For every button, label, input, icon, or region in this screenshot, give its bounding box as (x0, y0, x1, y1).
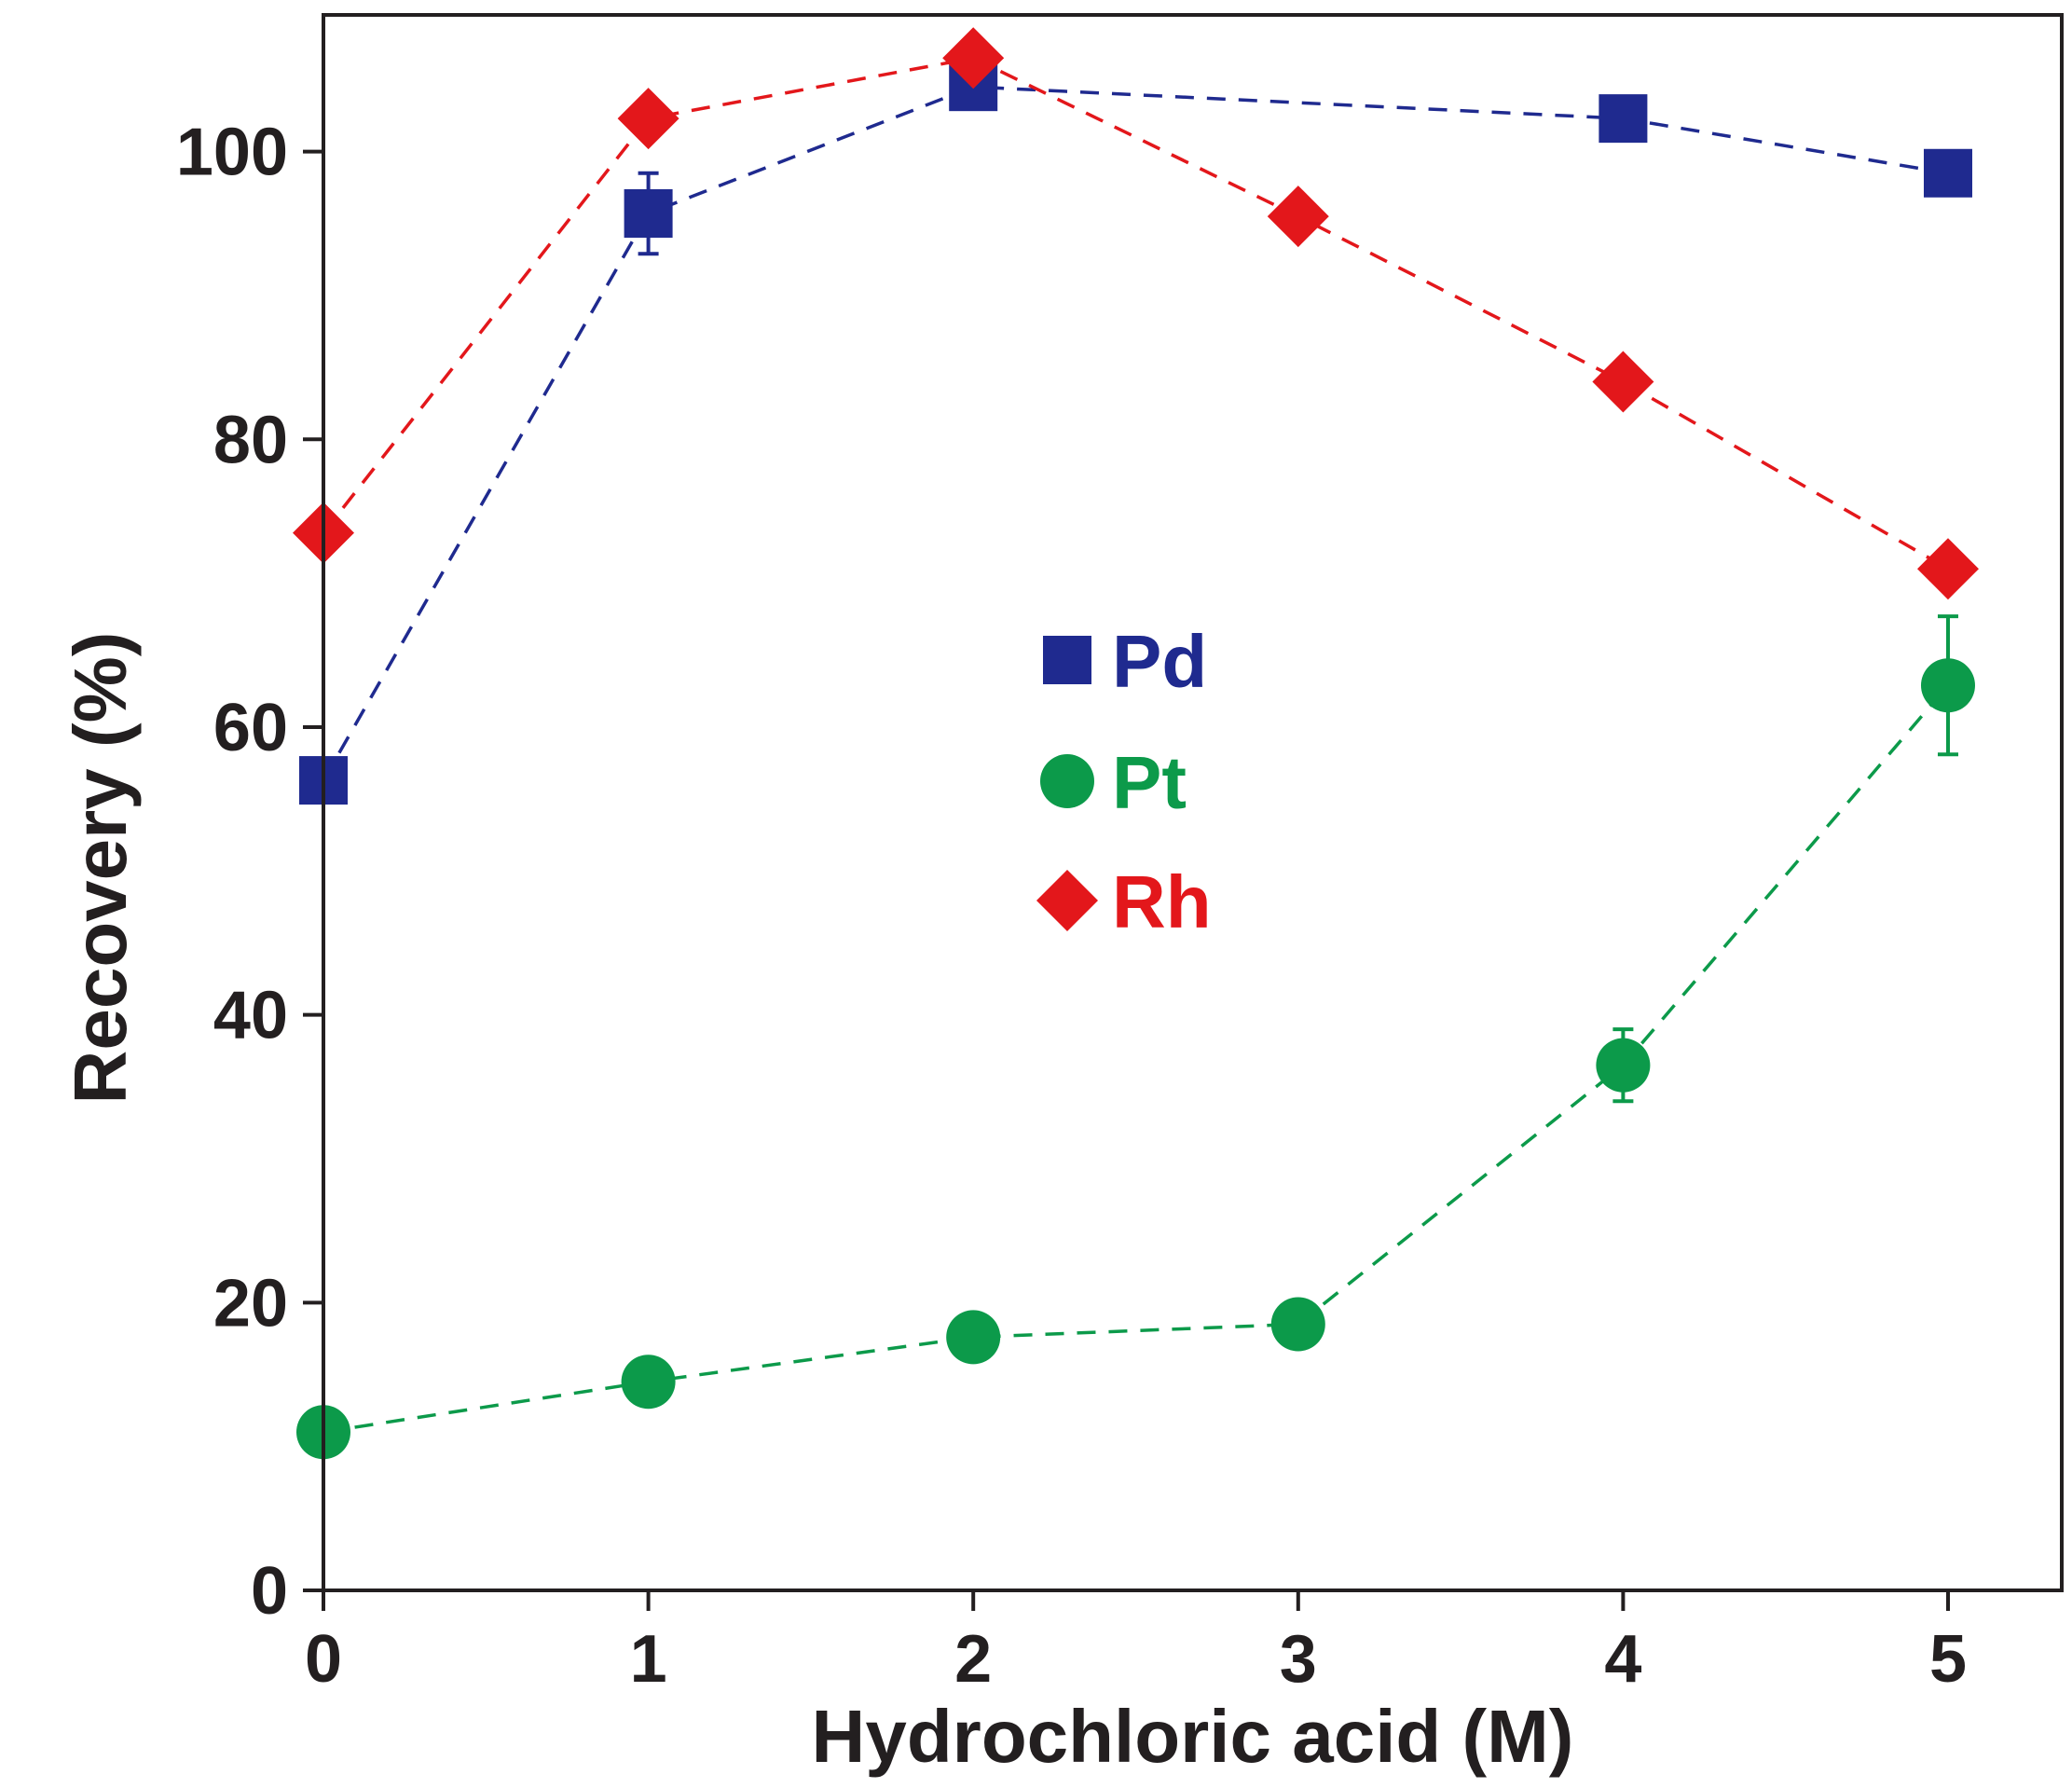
x-tick-label: 4 (1604, 1622, 1641, 1697)
x-tick-label: 5 (1929, 1622, 1967, 1697)
legend-label-pt: Pt (1112, 741, 1187, 824)
rh-point (617, 88, 679, 150)
y-tick-label: 60 (213, 691, 288, 765)
y-tick-label: 40 (213, 979, 288, 1053)
plot-frame (322, 13, 2064, 1592)
pt-point (1596, 1038, 1651, 1093)
x-tick-label: 1 (630, 1622, 667, 1697)
legend-label-pd: Pd (1112, 620, 1207, 703)
series-layer (293, 27, 1979, 1460)
series-rh (293, 27, 1979, 600)
legend-marker-pd (1043, 636, 1091, 684)
pd-point (624, 188, 673, 238)
pd-point (1923, 148, 1972, 198)
y-axis-title: Recovery (%) (59, 632, 142, 1105)
series-pt (296, 614, 1975, 1460)
ticks-layer: 0 1 2 3 4 5 0 20 40 60 80 100 (176, 116, 1967, 1697)
legend-marker-pt (1040, 754, 1094, 808)
legend-item-pt: Pt (1040, 741, 1187, 824)
x-tick-label: 0 (305, 1622, 342, 1697)
legend-marker-rh (1036, 870, 1098, 931)
y-tick-label: 0 (251, 1554, 288, 1629)
rh-point (1916, 538, 1979, 600)
x-tick-label: 2 (954, 1622, 992, 1697)
pt-point (621, 1355, 676, 1410)
legend-item-rh: Rh (1036, 860, 1212, 943)
y-tick-label: 20 (213, 1266, 288, 1341)
pt-point (1270, 1297, 1325, 1352)
legend-item-pd: Pd (1043, 620, 1207, 703)
x-axis-title: Hydrochloric acid (M) (812, 1695, 1574, 1778)
y-tick-label: 100 (176, 116, 288, 190)
rh-point (1267, 186, 1329, 248)
legend: Pd Pt Rh (1036, 620, 1212, 943)
rh-point (1592, 351, 1654, 413)
pd-point (1599, 94, 1648, 144)
rh-point (942, 27, 1005, 89)
x-tick-label: 3 (1280, 1622, 1317, 1697)
rh-line (322, 56, 1949, 571)
pt-point (1920, 658, 1975, 713)
legend-label-rh: Rh (1112, 860, 1212, 943)
y-tick-label: 80 (213, 403, 288, 477)
pt-point (946, 1310, 1001, 1365)
